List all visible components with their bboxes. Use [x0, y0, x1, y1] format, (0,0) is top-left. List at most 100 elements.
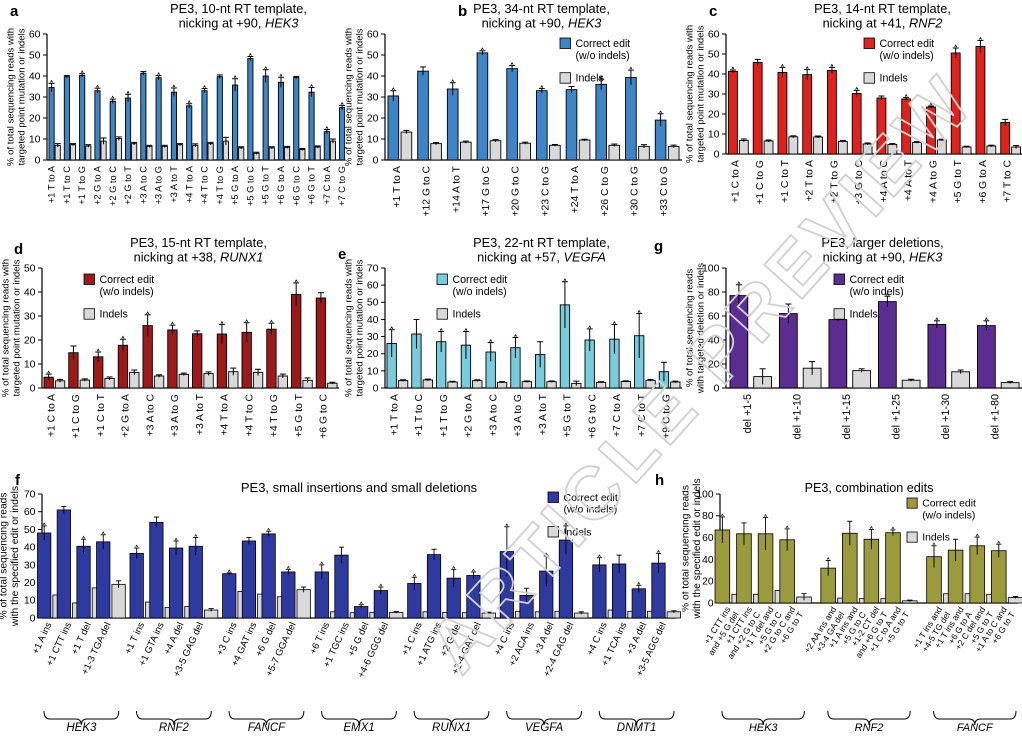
svg-text:% of total sequencing reads wi: % of total sequencing reads with	[7, 28, 16, 166]
svg-text:100: 100	[697, 489, 714, 500]
svg-text:40: 40	[29, 70, 41, 82]
svg-text:+6 G to A: +6 G to A	[276, 165, 286, 205]
svg-text:+6 G to C: +6 G to C	[319, 394, 330, 439]
svg-text:nicking at +90, HEK3: nicking at +90, HEK3	[482, 16, 602, 31]
svg-text:0: 0	[714, 382, 720, 394]
svg-text:+2 G to C: +2 G to C	[108, 166, 118, 206]
svg-text:+1 T to A: +1 T to A	[389, 394, 400, 436]
svg-text:50: 50	[708, 48, 720, 60]
svg-text:+1 T to A: +1 T to A	[392, 166, 403, 208]
svg-text:+4 T to A: +4 T to A	[184, 165, 194, 203]
svg-text:del +1-15: del +1-15	[841, 394, 853, 439]
svg-text:+2 T to G: +2 T to G	[829, 160, 840, 203]
svg-text:+6 G to C: +6 G to C	[291, 166, 301, 206]
svg-text:del +1-10: del +1-10	[791, 394, 803, 439]
svg-text:+1 T to G: +1 T to G	[439, 394, 450, 437]
svg-text:+33 C to G: +33 C to G	[659, 166, 670, 217]
svg-text:+3 A to G: +3 A to G	[154, 166, 164, 205]
svg-text:Correct edit: Correct edit	[576, 38, 631, 50]
svg-text:+3 G to C: +3 G to C	[854, 160, 865, 205]
svg-text:+2 G to A: +2 G to A	[464, 394, 475, 438]
svg-text:(w/o indels): (w/o indels)	[880, 50, 934, 62]
svg-text:20: 20	[367, 348, 379, 360]
svg-text:% of total sequencing reads wi: % of total sequencing reads with	[2, 259, 11, 397]
svg-text:0: 0	[30, 612, 36, 624]
svg-text:+1 C to G: +1 C to G	[755, 160, 766, 205]
svg-text:+3 A to G: +3 A to G	[513, 394, 524, 437]
svg-text:+3 A to C: +3 A to C	[488, 394, 499, 437]
svg-text:PE3, combination edits: PE3, combination edits	[805, 481, 934, 495]
svg-text:+4 A to G: +4 A to G	[928, 160, 939, 203]
svg-text:40: 40	[24, 542, 36, 554]
svg-text:0: 0	[30, 382, 36, 394]
svg-text:+5 G to A: +5 G to A	[230, 165, 240, 205]
svg-text:+1 C to A: +1 C to A	[730, 160, 741, 203]
svg-text:+5 G to C: +5 G to C	[245, 166, 255, 206]
svg-text:+5 G to T: +5 G to T	[953, 159, 964, 203]
svg-text:20: 20	[24, 577, 36, 589]
svg-text:EMX1: EMX1	[343, 722, 374, 733]
svg-text:del +1-5: del +1-5	[742, 394, 754, 433]
svg-text:+4 A to T: +4 A to T	[904, 159, 915, 201]
svg-text:% of total sequencing reads wi: % of total sequencing reads with	[345, 28, 354, 166]
svg-text:(w/o indels): (w/o indels)	[850, 286, 904, 298]
svg-text:PE3, 34-nt RT template,: PE3, 34-nt RT template,	[473, 1, 610, 16]
svg-text:10: 10	[29, 133, 41, 145]
svg-text:30: 30	[24, 559, 36, 571]
svg-text:Indels: Indels	[850, 309, 878, 321]
svg-text:+4 T to C: +4 T to C	[200, 166, 210, 204]
svg-text:+1 T to C: +1 T to C	[414, 394, 425, 437]
svg-text:+1 C to G: +1 C to G	[71, 394, 82, 439]
svg-text:50: 50	[29, 49, 41, 61]
svg-text:0: 0	[35, 154, 41, 166]
svg-text:30: 30	[29, 91, 41, 103]
svg-text:targeted point mutation or ind: targeted point mutation or indels	[17, 28, 28, 165]
svg-text:PE3, larger deletions,: PE3, larger deletions,	[821, 235, 943, 250]
svg-text:with targeted deletion or inde: with targeted deletion or indels	[696, 263, 707, 394]
svg-text:20: 20	[29, 112, 41, 124]
svg-text:+12 G to C: +12 G to C	[422, 166, 433, 217]
svg-text:Correct edit: Correct edit	[850, 274, 905, 286]
svg-text:20: 20	[708, 358, 720, 370]
svg-text:10: 10	[367, 365, 379, 377]
svg-text:Correct edit: Correct edit	[100, 274, 155, 286]
svg-text:+30 C to G: +30 C to G	[629, 166, 640, 217]
svg-text:10: 10	[708, 128, 720, 140]
svg-text:40: 40	[702, 555, 714, 566]
svg-text:60: 60	[708, 28, 720, 40]
svg-text:+2 T to A: +2 T to A	[805, 160, 816, 202]
svg-text:Indels: Indels	[922, 533, 950, 544]
svg-text:+5 G to T: +5 G to T	[294, 393, 305, 437]
svg-text:Indels: Indels	[576, 73, 604, 85]
svg-text:+3 A to C: +3 A to C	[145, 394, 156, 437]
svg-text:40: 40	[708, 334, 720, 346]
svg-text:nicking at +57, VEGFA: nicking at +57, VEGFA	[477, 250, 606, 265]
svg-text:70: 70	[367, 262, 379, 274]
svg-text:50: 50	[367, 297, 379, 309]
svg-text:40: 40	[367, 70, 379, 82]
svg-text:(w/o indels): (w/o indels)	[922, 510, 975, 521]
svg-text:(w/o indels): (w/o indels)	[564, 504, 618, 516]
svg-text:+7 C to A: +7 C to A	[612, 394, 623, 437]
svg-text:10: 10	[24, 595, 36, 607]
svg-text:nicking at +41, RNF2: nicking at +41, RNF2	[823, 16, 943, 31]
svg-text:Correct edit: Correct edit	[922, 499, 976, 510]
svg-text:Indels: Indels	[100, 309, 128, 321]
svg-text:20: 20	[702, 577, 714, 588]
svg-text:PE3, 15-nt RT template,: PE3, 15-nt RT template,	[130, 235, 267, 250]
svg-text:+5 G to T: +5 G to T	[563, 393, 574, 437]
svg-text:+17 G to C: +17 G to C	[481, 166, 492, 217]
svg-text:60: 60	[367, 280, 379, 292]
svg-text:50: 50	[24, 262, 36, 274]
svg-text:nicking at +90, HEK3: nicking at +90, HEK3	[823, 250, 943, 265]
svg-text:+1 C to T: +1 C to T	[780, 159, 791, 202]
svg-text:PE3, 22-nt RT template,: PE3, 22-nt RT template,	[473, 235, 610, 250]
svg-text:+2 G to A: +2 G to A	[93, 165, 103, 205]
svg-text:+1 T to G: +1 T to G	[77, 166, 87, 205]
svg-text:+7 C to T: +7 C to T	[637, 393, 648, 436]
svg-text:PE3, 14-nt RT template,: PE3, 14-nt RT template,	[814, 1, 951, 16]
svg-text:with the specified edit or ind: with the specified edit or indels	[10, 486, 21, 627]
svg-text:+3 A to G: +3 A to G	[170, 394, 181, 437]
svg-text:10: 10	[367, 133, 379, 145]
svg-text:HEK3: HEK3	[66, 722, 97, 733]
